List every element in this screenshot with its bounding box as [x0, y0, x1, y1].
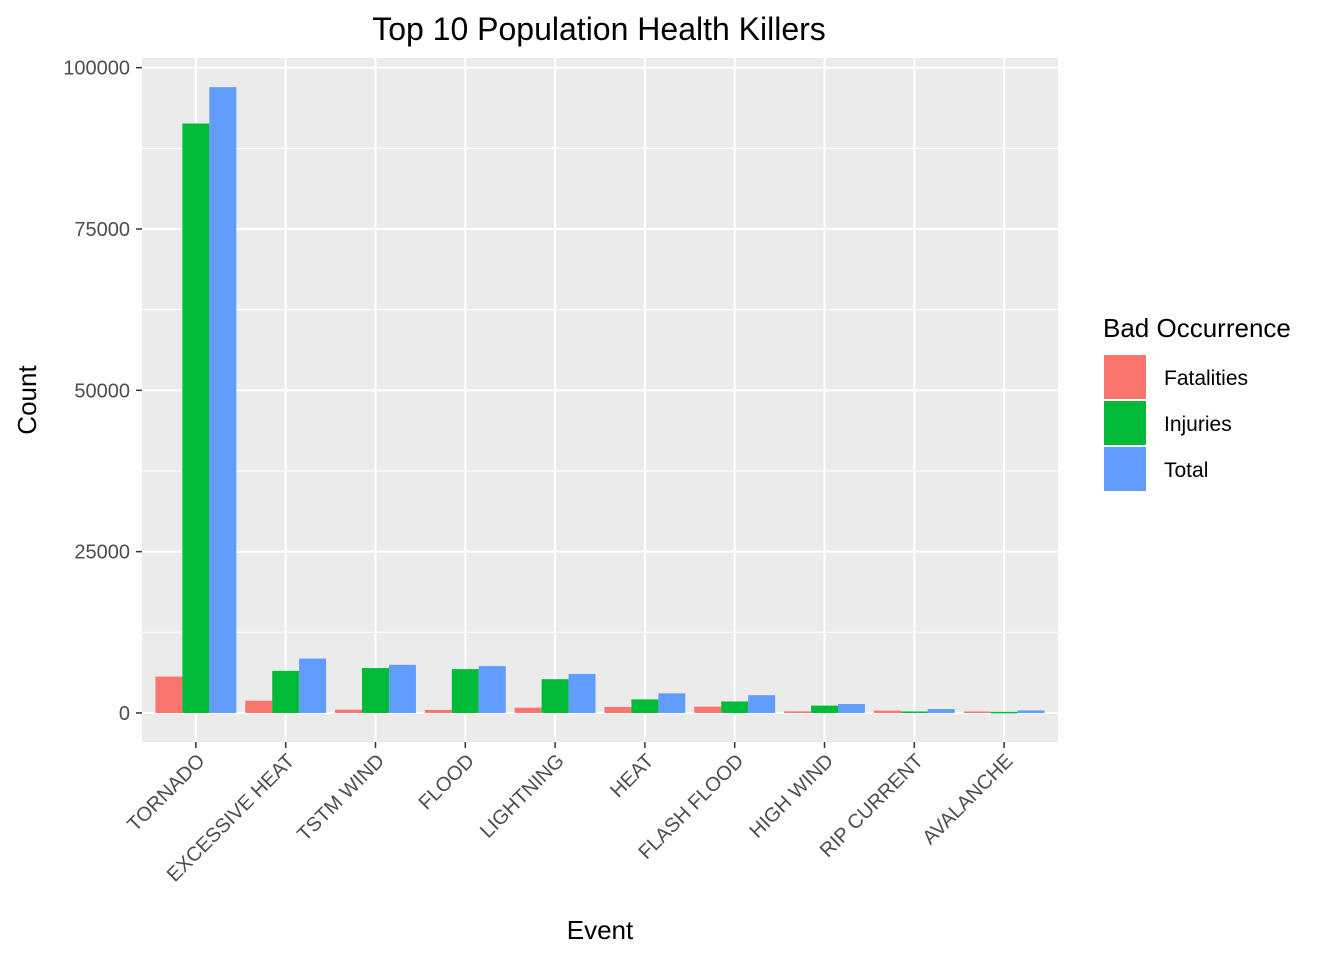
legend: Bad Occurrence Fatalities Injuries Total — [1103, 313, 1291, 491]
bar-total — [209, 87, 237, 713]
bar-total — [927, 709, 955, 713]
legend-label: Injuries — [1164, 413, 1232, 436]
y-tick-label: 50000 — [74, 380, 130, 402]
bar-total — [748, 695, 776, 713]
y-tick-label: 25000 — [74, 542, 130, 564]
x-tick-label: HEAT — [606, 750, 658, 802]
bar-injuries — [541, 679, 569, 713]
bar-injuries — [721, 701, 749, 713]
bar-injuries — [811, 705, 838, 713]
bar-fatalities — [155, 676, 183, 713]
bar-fatalities — [604, 706, 632, 713]
legend-label: Total — [1164, 459, 1208, 482]
bar-total — [388, 664, 416, 713]
bar-fatalities — [245, 700, 273, 713]
bar-fatalities — [784, 711, 812, 713]
bar-fatalities — [963, 711, 991, 714]
bar-total — [837, 704, 865, 713]
legend-key-total — [1104, 447, 1146, 491]
bar-total — [299, 658, 327, 713]
legend-key-fatalities — [1104, 355, 1146, 399]
y-axis-title: Count — [12, 365, 42, 435]
bar-injuries — [451, 669, 479, 713]
bar-fatalities — [514, 707, 542, 713]
bar-injuries — [990, 711, 1018, 714]
bar-injuries — [900, 711, 928, 713]
bar-injuries — [272, 670, 300, 713]
legend-key-injuries — [1104, 401, 1146, 445]
y-axis: 0 25000 50000 75000 100000 — [63, 58, 142, 725]
bar-injuries — [362, 668, 389, 713]
x-tick-label: LIGHTNING — [476, 750, 569, 843]
y-tick-label: 0 — [119, 703, 130, 725]
legend-label: Fatalities — [1164, 367, 1248, 390]
bar-total — [658, 693, 686, 713]
y-tick-label: 75000 — [74, 219, 130, 241]
bar-total — [478, 666, 506, 713]
bar-total — [1017, 710, 1045, 713]
gridlines — [142, 58, 1058, 742]
y-tick-label: 100000 — [63, 58, 130, 80]
bar-injuries — [182, 123, 210, 713]
plot-panel — [142, 58, 1058, 742]
x-tick-label: FLOOD — [415, 750, 479, 814]
x-tick-label: AVALANCHE — [919, 750, 1018, 849]
bar-injuries — [631, 699, 659, 713]
bar-fatalities — [424, 709, 452, 713]
bars — [155, 87, 1045, 714]
bar-fatalities — [335, 709, 363, 713]
bar-fatalities — [694, 706, 722, 713]
legend-title: Bad Occurrence — [1103, 313, 1291, 343]
chart-title: Top 10 Population Health Killers — [372, 11, 826, 47]
x-tick-label: HIGH WIND — [745, 750, 838, 843]
x-tick-label: TSTM WIND — [293, 750, 389, 846]
x-axis-title: Event — [567, 915, 634, 945]
bar-fatalities — [873, 710, 901, 713]
bar-total — [568, 673, 596, 713]
x-tick-label: TORNADO — [123, 750, 209, 836]
